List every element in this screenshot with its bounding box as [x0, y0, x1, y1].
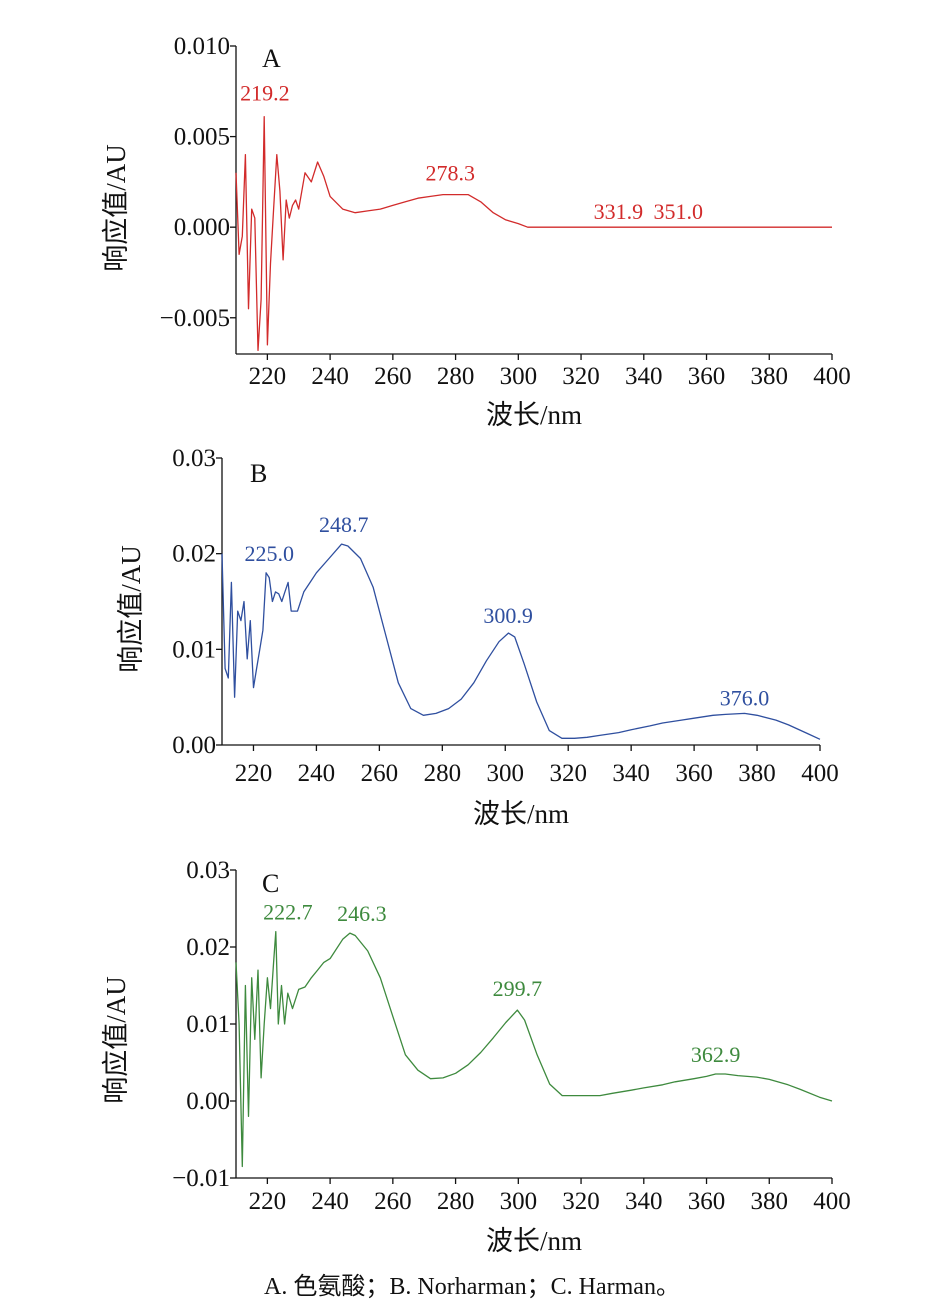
panel-c-x-tick-label: 260 — [374, 1188, 412, 1215]
panel-c-x-tick-label: 360 — [688, 1188, 726, 1215]
panel-c-y-tick-label: 0.01 — [186, 1011, 230, 1038]
panel-b-y-tick-label: 0.01 — [172, 636, 216, 663]
panel-c-y-tick-label: 0.02 — [186, 934, 230, 961]
panel-a-peak-label: 278.3 — [425, 161, 475, 186]
panel-a-x-tick-label: 280 — [437, 363, 475, 390]
panel-a-spectrum-line — [235, 116, 832, 352]
panel-b-x-tick-label: 220 — [235, 760, 273, 787]
panel-b-x-tick-label: 380 — [738, 760, 776, 787]
panel-a-peak-label: 351.0 — [654, 199, 704, 224]
panel-c-peak-label: 222.7 — [263, 900, 313, 925]
panel-c-peak-label: 362.9 — [691, 1042, 741, 1067]
panel-a-x-tick-label: 300 — [500, 363, 538, 390]
panel-c-y-axis-title: 响应值/AU — [101, 976, 131, 1104]
panel-a-y-tick-label: 0.005 — [174, 124, 230, 151]
panel-c-y-tick-label: −0.01 — [172, 1165, 230, 1192]
panel-b-y-tick-label: 0.03 — [172, 445, 216, 472]
panel-a-y-tick-label: −0.005 — [160, 305, 230, 332]
panel-c-x-tick-label: 240 — [311, 1188, 349, 1215]
panel-b-y-tick-label: 0.02 — [172, 541, 216, 568]
panel-c-y-tick-label: 0.00 — [186, 1088, 230, 1115]
panel-a-x-tick-label: 260 — [374, 363, 412, 390]
panel-c-y-tick-label: 0.03 — [186, 857, 230, 884]
panel-c-letter: C — [262, 869, 279, 898]
panel-b-x-tick-label: 240 — [298, 760, 336, 787]
panel-a-x-tick-label: 360 — [688, 363, 726, 390]
panel-b-x-tick-label: 320 — [549, 760, 587, 787]
panel-a-x-tick-label: 220 — [249, 363, 287, 390]
panel-c-x-tick-label: 320 — [562, 1188, 600, 1215]
panel-c-x-tick-label: 400 — [813, 1188, 851, 1215]
panel-a-x-tick-label: 380 — [751, 363, 789, 390]
panel-a-x-tick-label: 340 — [625, 363, 663, 390]
panel-a-x-tick-label: 240 — [311, 363, 349, 390]
panel-a-x-axis-title: 波长/nm — [486, 400, 582, 430]
panel-a-y-tick-label: 0.010 — [174, 33, 230, 60]
panel-c-peak-label: 299.7 — [493, 976, 543, 1001]
panel-c-spectrum-line — [235, 930, 833, 1168]
panel-b-y-axis-title: 响应值/AU — [116, 545, 146, 673]
panel-a-x-tick-label: 320 — [562, 363, 600, 390]
spectra-figure: 0.010 0.005 0.000 −0.005 220 240 260 280 300 320 3… — [101, 33, 851, 1256]
panel-c-x-tick-label: 380 — [751, 1188, 789, 1215]
panel-a-y-tick-label: 0.000 — [174, 214, 230, 241]
panel-a-x-tick-label: 400 — [813, 363, 851, 390]
panel-b-spectrum-line — [221, 543, 821, 740]
panel-b-x-axis-title: 波长/nm — [473, 799, 569, 829]
panel-b-x-tick-label: 340 — [612, 760, 650, 787]
panel-b-letter: B — [250, 459, 267, 488]
panel-c-x-tick-label: 220 — [249, 1188, 287, 1215]
panel-a-peak-label: 331.9 — [594, 199, 644, 224]
panel-b-x-tick-label: 360 — [675, 760, 713, 787]
panel-b-peak-label: 225.0 — [244, 541, 294, 566]
panel-b-peak-label: 248.7 — [319, 512, 369, 537]
panel-b-x-tick-label: 300 — [487, 760, 525, 787]
panel-a-y-axis-title: 响应值/AU — [101, 144, 131, 272]
panel-b-x-tick-label: 260 — [361, 760, 399, 787]
panel-c-x-tick-label: 340 — [625, 1188, 663, 1215]
panel-c-x-axis-title: 波长/nm — [486, 1226, 582, 1256]
panel-b-x-tick-label: 400 — [801, 760, 839, 787]
panel-b-peak-label: 300.9 — [483, 603, 533, 628]
panel-b-y-tick-label: 0.00 — [172, 732, 216, 759]
panel-c-peak-label: 246.3 — [337, 901, 387, 926]
panel-b-peak-label: 376.0 — [720, 685, 770, 710]
panel-c-x-tick-label: 300 — [500, 1188, 538, 1215]
panel-a-letter: A — [262, 44, 281, 73]
figure-caption: A. 色氨酸；B. Norharman；C. Harman。 — [264, 1274, 680, 1300]
panel-a-peak-label: 219.2 — [240, 81, 290, 106]
panel-b-x-tick-label: 280 — [424, 760, 462, 787]
panel-c-x-tick-label: 280 — [437, 1188, 475, 1215]
